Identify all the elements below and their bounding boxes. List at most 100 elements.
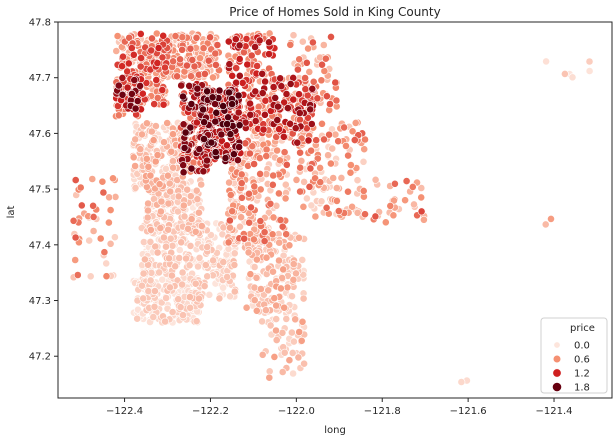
data-point — [176, 55, 184, 64]
data-point — [219, 283, 227, 292]
data-point — [235, 55, 244, 63]
legend-label: 0.0 — [574, 341, 590, 352]
x-tick-label: −121.8 — [364, 406, 401, 417]
data-point — [255, 154, 264, 162]
data-point — [208, 93, 217, 102]
data-point — [228, 207, 237, 216]
data-point — [230, 287, 239, 296]
data-point — [188, 56, 197, 64]
data-point — [163, 171, 172, 180]
data-point — [166, 234, 175, 243]
data-point — [295, 233, 303, 242]
data-point — [162, 242, 170, 251]
data-point — [316, 163, 324, 172]
data-point — [233, 156, 242, 165]
data-point — [148, 34, 156, 43]
data-point — [258, 89, 267, 97]
data-point — [139, 269, 148, 278]
data-point — [317, 76, 326, 85]
data-point — [281, 194, 290, 203]
data-point — [296, 187, 304, 196]
data-point — [547, 214, 555, 223]
data-point — [264, 208, 273, 217]
data-point — [212, 108, 221, 117]
data-point — [251, 87, 260, 96]
data-point — [200, 135, 208, 143]
legend-marker — [552, 368, 562, 378]
data-point — [246, 110, 255, 119]
data-point — [111, 233, 119, 242]
data-point — [280, 148, 289, 157]
data-point — [293, 138, 302, 147]
data-point — [272, 326, 280, 335]
data-point — [237, 170, 246, 179]
data-point — [98, 177, 107, 186]
data-point — [322, 203, 331, 212]
data-point — [187, 100, 196, 108]
data-point — [142, 154, 151, 163]
data-point — [205, 290, 214, 299]
data-point — [305, 182, 314, 191]
data-point — [237, 179, 246, 188]
data-point — [71, 176, 80, 184]
data-point — [200, 118, 208, 127]
data-point — [209, 256, 217, 265]
data-point — [289, 275, 298, 284]
data-point — [332, 184, 341, 192]
data-point — [127, 90, 136, 98]
data-point — [301, 85, 310, 94]
data-point — [245, 149, 254, 158]
data-point — [275, 256, 283, 265]
data-point — [149, 313, 158, 321]
data-point — [268, 230, 277, 239]
data-point — [178, 268, 187, 277]
data-point — [225, 88, 233, 97]
data-point — [232, 64, 241, 72]
data-point — [296, 163, 305, 172]
data-point — [77, 201, 86, 210]
data-point — [169, 157, 177, 165]
data-point — [158, 53, 167, 62]
data-point — [261, 96, 270, 105]
data-point — [541, 220, 550, 229]
data-point — [178, 280, 186, 289]
data-point — [203, 87, 211, 96]
data-point — [249, 235, 258, 244]
data-point — [275, 125, 283, 134]
data-point — [351, 119, 360, 127]
data-point — [69, 216, 78, 225]
data-point — [325, 130, 333, 139]
data-point — [280, 98, 288, 107]
x-axis: −122.4 −122.2 −122.0 −121.8 −121.6 −121.4 — [106, 398, 573, 417]
data-point — [154, 44, 163, 52]
data-point — [289, 31, 298, 40]
data-point — [161, 317, 169, 326]
legend-entries: 0.0 0.6 1.2 1.8 — [552, 341, 590, 394]
data-point — [211, 117, 220, 126]
data-point — [137, 54, 145, 62]
data-point — [251, 117, 260, 125]
data-point — [304, 136, 313, 145]
data-point — [308, 38, 317, 47]
data-point — [252, 255, 261, 264]
data-point — [144, 162, 153, 171]
data-point — [313, 154, 322, 163]
data-point — [150, 100, 159, 108]
data-point — [168, 241, 177, 250]
data-point — [174, 207, 182, 216]
data-point — [300, 359, 308, 368]
data-point — [278, 368, 287, 376]
data-point — [542, 57, 550, 66]
data-point — [313, 94, 322, 103]
data-point — [258, 317, 266, 326]
data-point — [322, 92, 331, 101]
data-point — [112, 47, 121, 55]
data-point — [256, 169, 264, 178]
data-point — [269, 83, 278, 91]
data-point — [223, 120, 231, 128]
data-point — [265, 373, 274, 382]
data-point — [288, 292, 296, 301]
data-point — [164, 199, 173, 208]
data-point — [222, 141, 231, 150]
y-tick-label: 47.3 — [29, 296, 51, 307]
